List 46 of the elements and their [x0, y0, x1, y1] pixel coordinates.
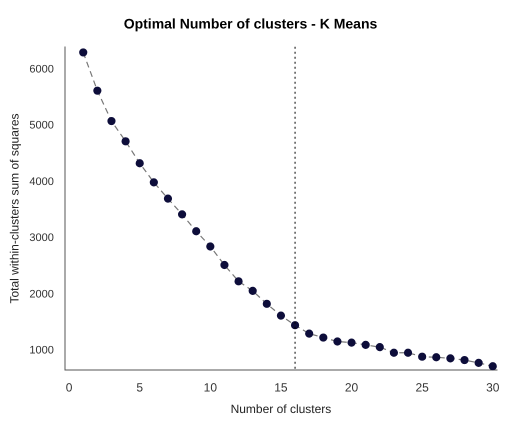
point	[305, 330, 314, 338]
x-tick-label: 10	[204, 380, 218, 395]
x-tick-label: 5	[136, 380, 144, 395]
y-tick-label: 4000	[29, 176, 54, 188]
point	[333, 337, 342, 346]
x-tick-label: 30	[486, 380, 500, 395]
point	[460, 356, 469, 364]
point	[220, 260, 229, 270]
x-tick-label: 20	[344, 380, 359, 395]
point	[262, 300, 271, 308]
point	[136, 159, 144, 168]
point	[206, 242, 214, 251]
y-tick-label: 3000	[29, 232, 54, 244]
point	[418, 352, 426, 361]
point	[234, 277, 243, 286]
point	[164, 194, 172, 203]
point	[474, 358, 483, 367]
point	[150, 178, 158, 186]
point	[192, 227, 200, 236]
point	[276, 312, 286, 320]
point	[376, 343, 384, 352]
x-tick-label: 15	[274, 380, 288, 395]
x-tick-label: 25	[415, 380, 430, 395]
x-tick-label: 0	[66, 380, 73, 395]
point	[362, 340, 370, 349]
chart-title: Optimal Number of clusters - K Means	[124, 15, 378, 32]
point	[290, 321, 300, 330]
point	[248, 286, 257, 295]
point	[121, 137, 130, 146]
point	[432, 353, 440, 362]
y-tick-label: 1000	[29, 344, 54, 357]
point	[319, 333, 328, 342]
x-axis-title: Number of clusters	[230, 402, 332, 416]
point	[107, 116, 116, 126]
point	[178, 210, 186, 219]
point	[347, 338, 356, 347]
y-axis-title: Total within-clusters sum of squares	[8, 113, 22, 304]
point	[404, 348, 412, 357]
point	[446, 354, 454, 362]
y-tick-label: 2000	[29, 288, 54, 300]
y-tick-label: 6000	[29, 63, 54, 76]
point	[93, 86, 102, 95]
point	[79, 48, 88, 57]
point	[390, 348, 398, 357]
y-tick-label: 5000	[29, 120, 54, 132]
point	[488, 362, 497, 370]
